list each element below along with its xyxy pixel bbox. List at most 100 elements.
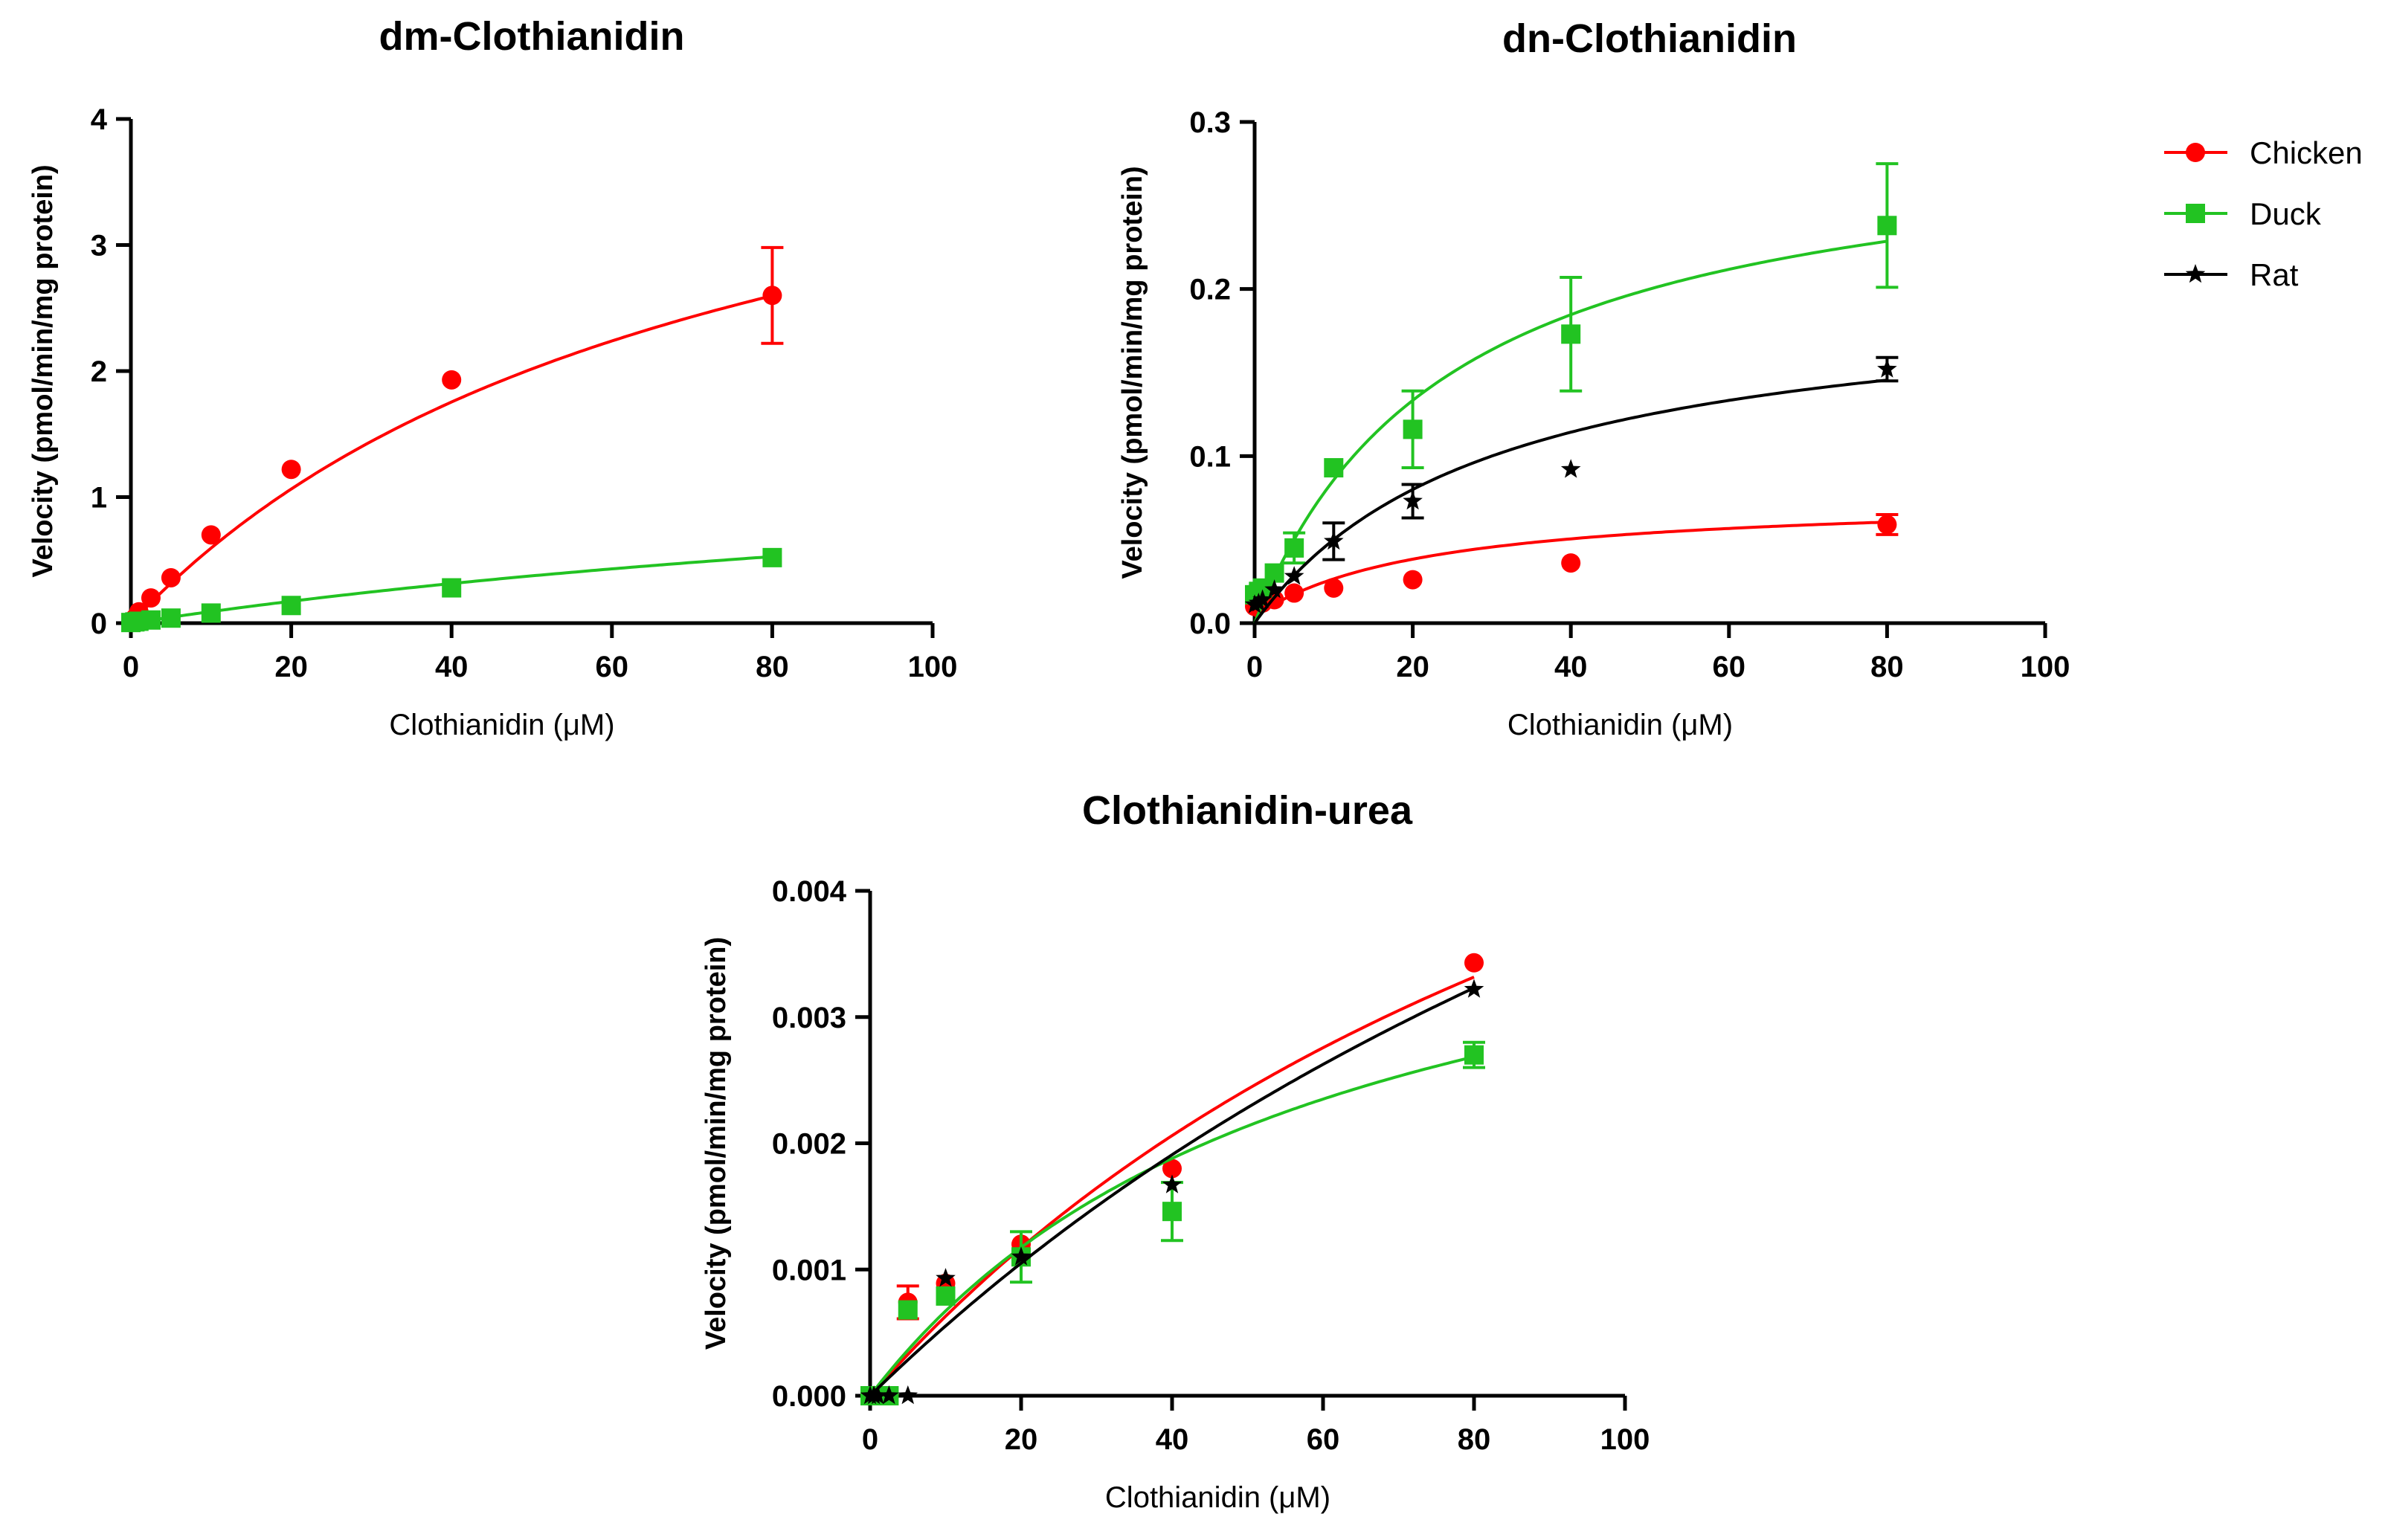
x-tick-label: 80 bbox=[756, 651, 789, 683]
x-tick-label: 60 bbox=[1307, 1423, 1340, 1456]
fit-curve-chicken bbox=[869, 976, 1475, 1397]
chart-title: Clothianidin-urea bbox=[1082, 788, 1413, 833]
series-duck bbox=[121, 547, 782, 633]
series-duck bbox=[860, 1040, 1485, 1405]
legend-marker-chicken bbox=[2186, 143, 2205, 162]
data-point-rat bbox=[898, 1385, 918, 1405]
y-tick-label: 0.2 bbox=[1189, 274, 1231, 306]
x-tick-label: 20 bbox=[274, 651, 308, 683]
data-point-rat bbox=[1560, 459, 1581, 478]
x-axis-label: Clothianidin (μM) bbox=[1507, 709, 1733, 741]
chart-title: dn-Clothianidin bbox=[1502, 16, 1797, 61]
data-point-chicken bbox=[1284, 583, 1304, 603]
x-tick-label: 0 bbox=[1246, 651, 1263, 683]
y-tick-label: 1 bbox=[91, 482, 107, 515]
fit-curve-rat bbox=[869, 986, 1475, 1397]
data-point-duck bbox=[1162, 1202, 1182, 1222]
x-tick-label: 60 bbox=[596, 651, 629, 683]
data-point-chicken bbox=[1324, 578, 1344, 598]
data-point-duck bbox=[1403, 419, 1423, 439]
data-point-chicken bbox=[201, 525, 221, 545]
x-tick-label: 20 bbox=[1396, 651, 1429, 683]
data-point-rat bbox=[867, 1385, 888, 1405]
x-tick-label: 0 bbox=[862, 1423, 878, 1456]
data-point-duck bbox=[1464, 1045, 1484, 1065]
y-tick-label: 0.001 bbox=[772, 1254, 846, 1286]
data-point-chicken bbox=[141, 588, 161, 608]
data-point-chicken bbox=[281, 460, 301, 480]
x-tick-label: 80 bbox=[1870, 651, 1904, 683]
fit-curve-duck bbox=[869, 1055, 1475, 1397]
fit-curve-chicken bbox=[1253, 521, 1888, 618]
data-point-rat bbox=[1264, 579, 1284, 599]
chart-3: Clothianidin-urea 0 20 40 60 80 100 0.000 0.001 0… bbox=[701, 788, 1650, 1514]
data-point-duck bbox=[141, 610, 161, 630]
y-tick-label: 0.3 bbox=[1189, 106, 1231, 139]
data-point-rat bbox=[1011, 1246, 1032, 1266]
data-point-rat bbox=[1324, 530, 1344, 550]
data-point-rat bbox=[879, 1385, 899, 1405]
data-point-duck bbox=[1284, 538, 1304, 558]
data-point-rat bbox=[1162, 1174, 1182, 1193]
data-point-chicken bbox=[1464, 953, 1484, 973]
data-point-duck bbox=[161, 608, 181, 628]
y-tick-label: 0.1 bbox=[1189, 440, 1231, 473]
x-tick-label: 100 bbox=[1600, 1423, 1650, 1456]
x-tick-label: 40 bbox=[435, 651, 469, 683]
y-axis-label: Velocity (pmol/min/mg protein) bbox=[701, 937, 732, 1350]
x-tick-label: 60 bbox=[1713, 651, 1746, 683]
data-point-chicken bbox=[762, 286, 782, 306]
series-rat bbox=[1244, 355, 1899, 625]
y-tick-label: 0.000 bbox=[772, 1380, 846, 1413]
chart-title: dm-Clothianidin bbox=[379, 14, 685, 59]
legend-marker-rat bbox=[2185, 264, 2206, 283]
fit-curve-rat bbox=[1253, 378, 1888, 625]
data-point-duck bbox=[936, 1286, 956, 1306]
data-point-duck bbox=[281, 596, 301, 616]
data-point-chicken bbox=[1561, 553, 1581, 573]
data-point-chicken bbox=[1162, 1159, 1182, 1179]
x-axis-label: Clothianidin (μM) bbox=[389, 709, 614, 741]
y-tick-label: 2 bbox=[91, 355, 107, 388]
series-chicken bbox=[1245, 512, 1899, 618]
y-tick-label: 0.002 bbox=[772, 1128, 846, 1161]
y-tick-label: 0 bbox=[91, 608, 107, 640]
y-tick-label: 0.0 bbox=[1189, 608, 1231, 640]
chart-2: dn-Clothianidin 0 20 40 60 80 100 0.0 0.1 0.2 0.3 C… bbox=[1117, 16, 2070, 741]
data-point-rat bbox=[1403, 491, 1423, 510]
chart-1: dm-Clothianidin 0 20 40 60 80 100 0 1 2 3 4 Clothian… bbox=[28, 14, 957, 741]
legend: Chicken Duck Rat bbox=[2164, 135, 2363, 292]
data-point-rat bbox=[936, 1268, 956, 1287]
fit-curve-chicken bbox=[129, 294, 773, 625]
data-point-duck bbox=[442, 578, 462, 598]
y-tick-label: 0.003 bbox=[772, 1002, 846, 1034]
x-tick-label: 40 bbox=[1156, 1423, 1189, 1456]
legend-label: Chicken bbox=[2250, 135, 2363, 170]
data-point-duck bbox=[898, 1300, 918, 1320]
legend-marker-duck bbox=[2186, 204, 2205, 223]
data-point-chicken bbox=[161, 567, 181, 587]
data-point-rat bbox=[1464, 979, 1484, 998]
y-axis-label: Velocity (pmol/min/mg protein) bbox=[28, 164, 59, 577]
y-axis-label: Velocity (pmol/min/mg protein) bbox=[1117, 166, 1148, 579]
data-point-rat bbox=[1284, 566, 1304, 585]
y-tick-label: 4 bbox=[91, 103, 108, 136]
x-tick-label: 0 bbox=[123, 651, 139, 683]
y-tick-label: 3 bbox=[91, 230, 107, 262]
data-point-rat bbox=[1252, 589, 1272, 608]
data-point-chicken bbox=[1877, 515, 1897, 535]
x-tick-label: 100 bbox=[2021, 651, 2070, 683]
x-tick-label: 20 bbox=[1005, 1423, 1038, 1456]
legend-label: Rat bbox=[2250, 257, 2299, 292]
data-point-duck bbox=[1561, 324, 1581, 344]
y-tick-label: 0.004 bbox=[772, 875, 847, 908]
data-point-chicken bbox=[442, 370, 462, 390]
series-chicken bbox=[121, 245, 784, 632]
x-tick-label: 100 bbox=[908, 651, 958, 683]
x-tick-label: 80 bbox=[1458, 1423, 1491, 1456]
legend-label: Duck bbox=[2250, 196, 2322, 231]
data-point-rat bbox=[1877, 358, 1897, 378]
x-tick-label: 40 bbox=[1554, 651, 1588, 683]
data-point-duck bbox=[762, 547, 782, 567]
